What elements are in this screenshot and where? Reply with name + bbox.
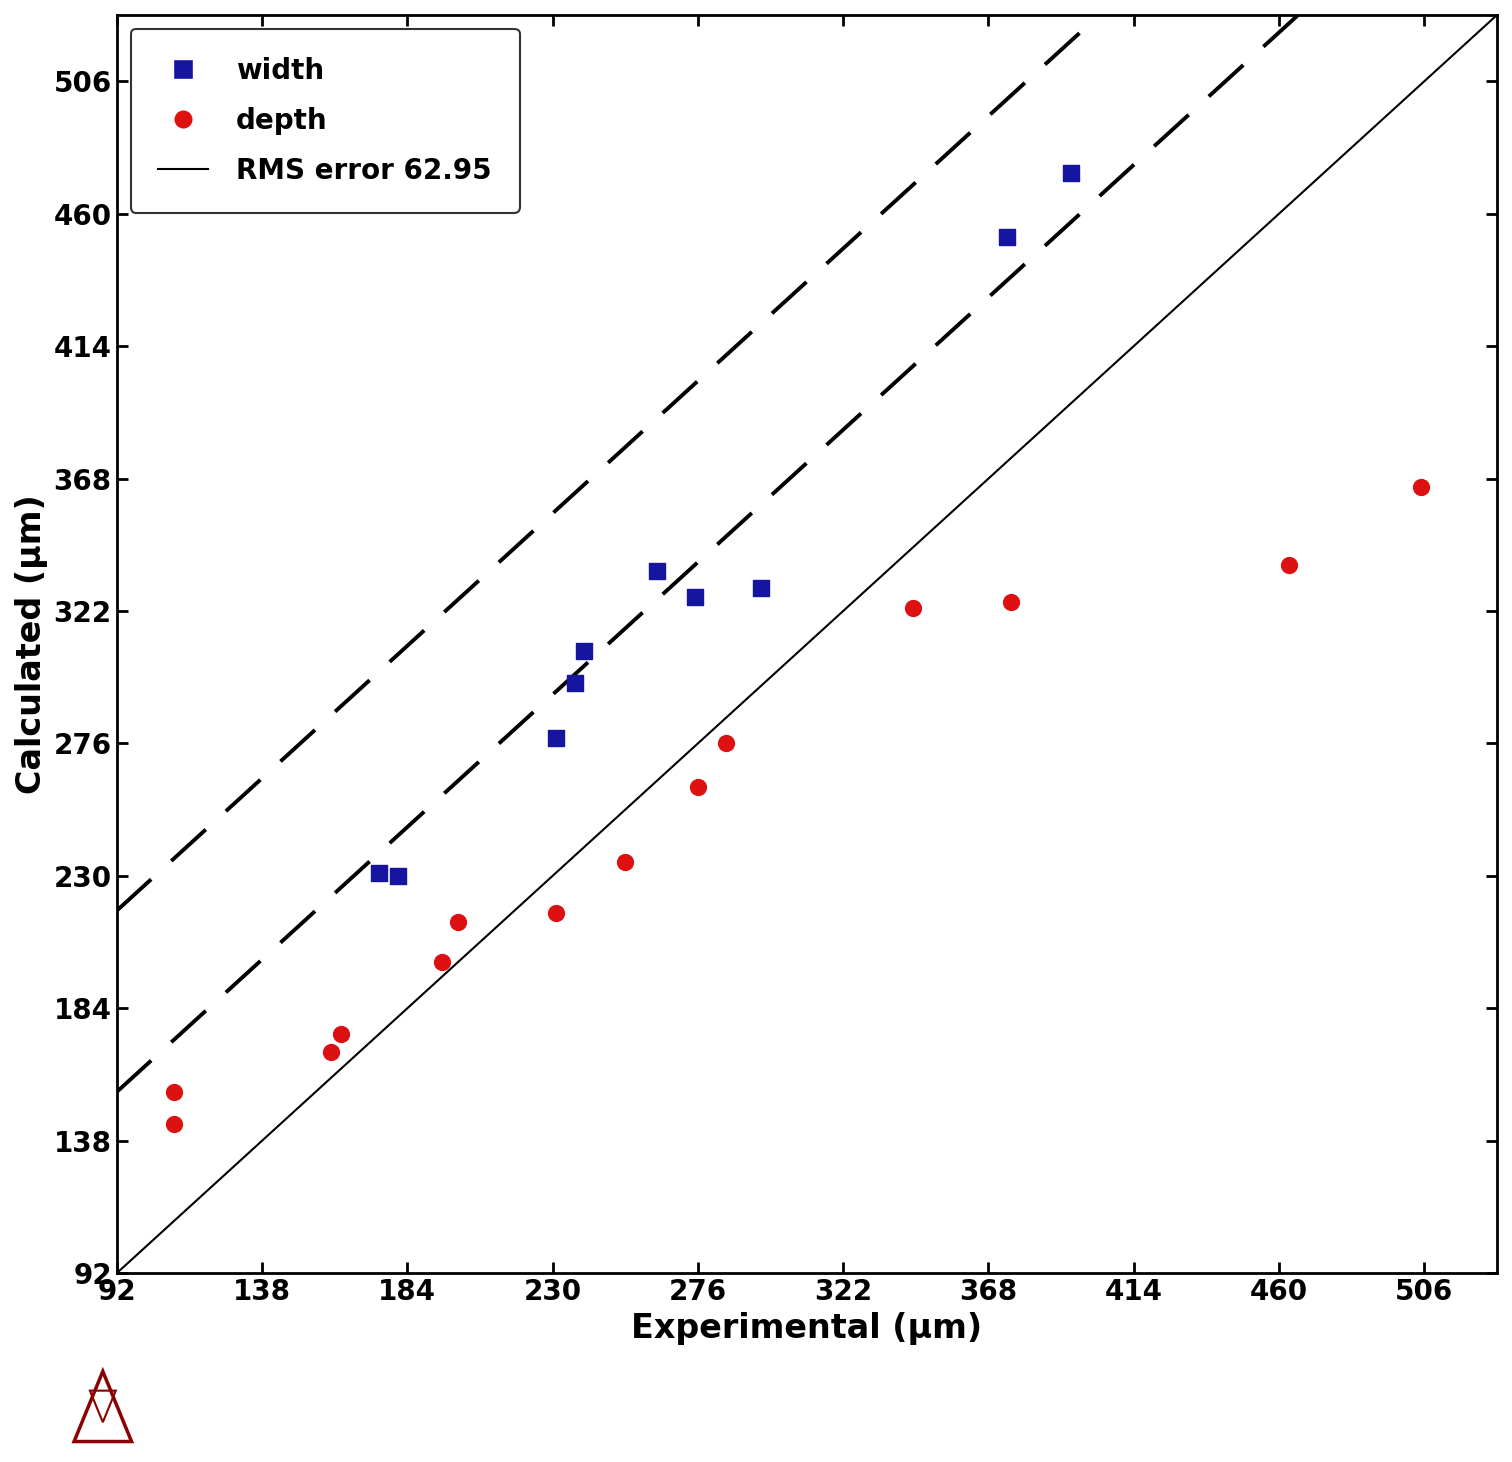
depth — [901, 596, 925, 620]
width — [1058, 162, 1083, 186]
depth — [612, 849, 637, 873]
depth — [328, 1022, 352, 1045]
depth — [714, 732, 738, 756]
width — [367, 861, 392, 885]
width — [748, 576, 773, 599]
depth — [998, 591, 1022, 614]
Legend: width, depth, RMS error 62.95: width, depth, RMS error 62.95 — [130, 29, 520, 213]
depth — [544, 902, 569, 925]
width — [995, 225, 1019, 249]
width — [572, 639, 596, 662]
X-axis label: Experimental (μm): Experimental (μm) — [632, 1311, 983, 1345]
width — [562, 671, 587, 694]
depth — [429, 950, 454, 974]
depth — [319, 1039, 343, 1063]
width — [644, 558, 668, 582]
depth — [1276, 553, 1300, 576]
depth — [686, 775, 711, 798]
depth — [162, 1080, 186, 1104]
width — [386, 864, 410, 887]
depth — [1409, 475, 1433, 499]
depth — [446, 911, 470, 934]
width — [682, 585, 706, 608]
depth — [162, 1111, 186, 1135]
width — [544, 727, 569, 750]
Y-axis label: Calculated (μm): Calculated (μm) — [15, 494, 48, 794]
